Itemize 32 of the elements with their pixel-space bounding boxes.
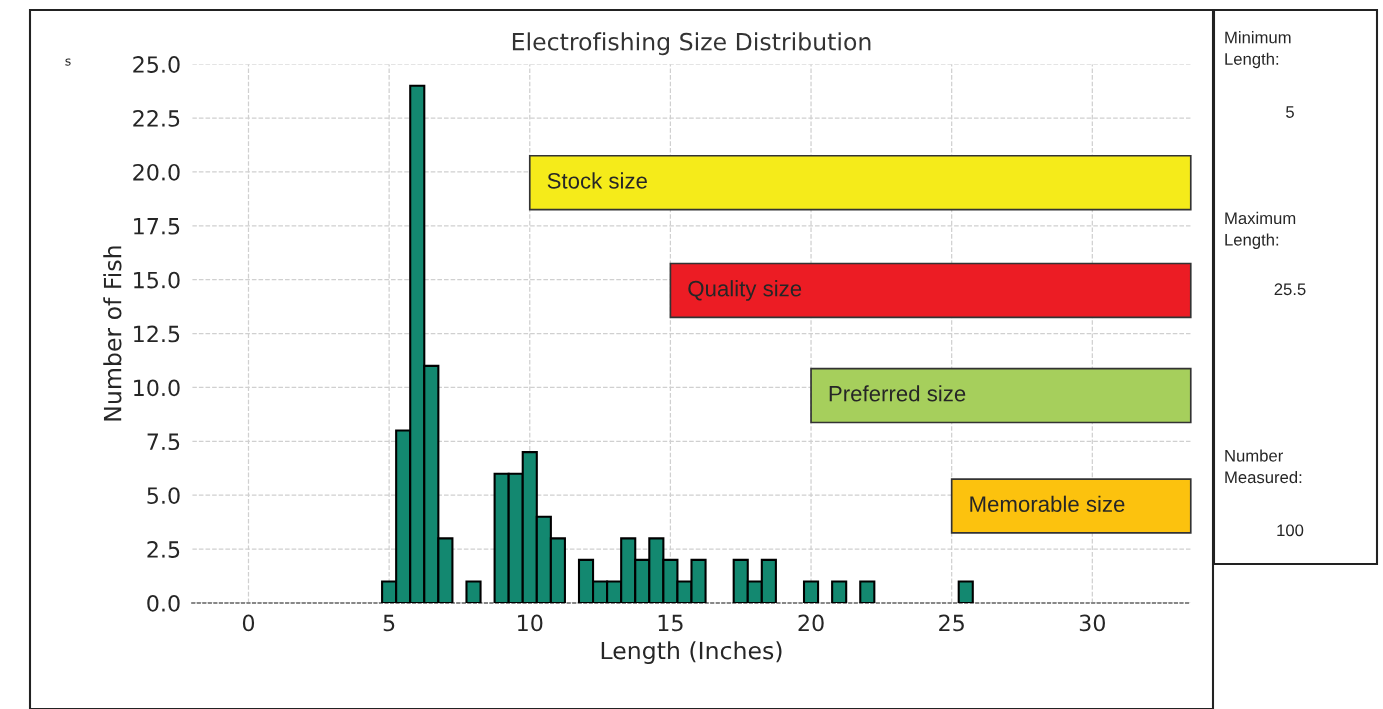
y-axis-title: Number of Fish (103, 246, 122, 421)
y-tick-label: 2.5 (147, 541, 180, 558)
text: 25.5 (1274, 283, 1306, 296)
text: 100 (1277, 524, 1304, 537)
text: Number Measured: (1225, 449, 1302, 484)
x-tick-label: 10 (518, 614, 543, 632)
band-label: Preferred size (829, 385, 966, 402)
y-tick-label: 12.5 (134, 325, 180, 343)
y-tick-label: 15.0 (134, 271, 180, 289)
text: Minimum Length: (1225, 31, 1291, 69)
x-tick-label: 15 (658, 614, 683, 632)
y-tick-label: 0.0 (147, 594, 180, 612)
x-tick-label: 20 (798, 614, 824, 632)
band-label: Memorable size (970, 495, 1125, 512)
x-tick-label: 25 (939, 614, 964, 632)
y-tick-label: 7.5 (147, 433, 180, 451)
y-tick-label: 20.0 (133, 163, 180, 181)
x-tick-label: 5 (383, 614, 395, 632)
x-tick-label: 0 (242, 614, 255, 632)
y-tick-label: 17.5 (134, 218, 180, 235)
text: Maximum Length: (1225, 211, 1296, 249)
x-tick-label: 30 (1079, 614, 1105, 632)
y-tick-label: 25.0 (133, 56, 180, 73)
y-tick-label: 22.5 (133, 110, 180, 127)
text: 5 (1286, 106, 1294, 118)
chart-title: Electrofishing Size Distribution (512, 32, 871, 56)
x-axis-title: Length (Inches) (601, 641, 782, 665)
y-tick-label: 5.0 (147, 487, 180, 504)
y-tick-label: 10.0 (134, 379, 180, 397)
text: s (65, 58, 71, 66)
band-label: Quality size (688, 280, 802, 301)
band-label: Stock size (547, 172, 647, 189)
